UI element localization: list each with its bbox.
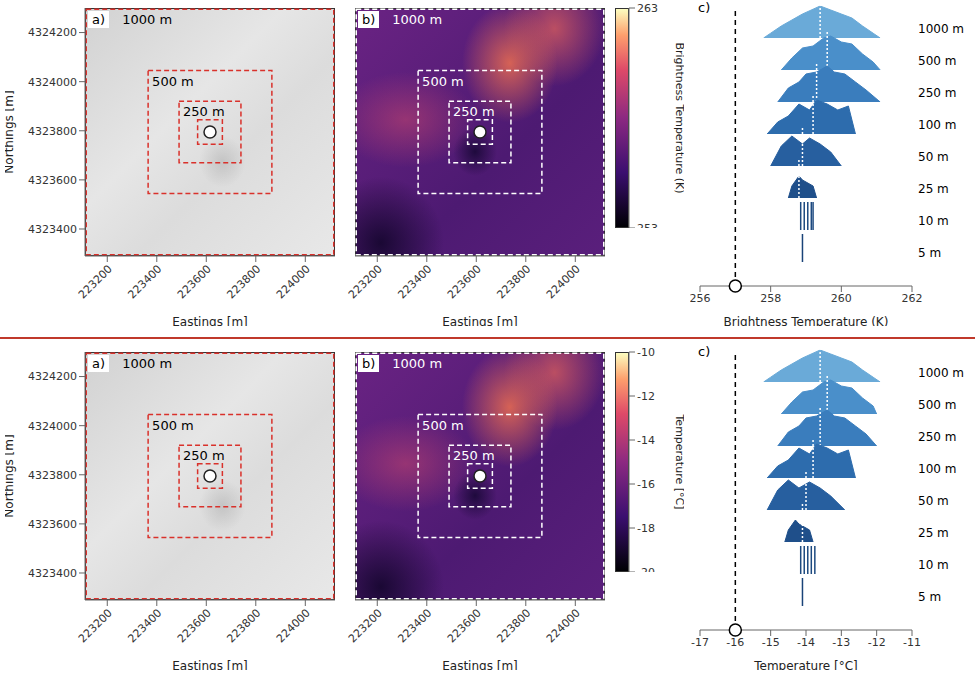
svg-text:-15: -15 [762,636,780,649]
svg-text:223200: 223200 [76,606,115,645]
svg-text:250 m: 250 m [453,448,495,463]
svg-text:Brightness Temperature (K): Brightness Temperature (K) [673,42,684,193]
svg-text:258: 258 [760,292,781,305]
svg-text:223800: 223800 [495,606,534,645]
html-text:250 m: 250 m [918,430,957,444]
svg-text:4323800: 4323800 [28,469,77,482]
html-text:10 m: 10 m [918,214,949,228]
svg-text:Eastings [m]: Eastings [m] [172,659,248,670]
svg-text:223200: 223200 [346,262,385,301]
html-text:100 m: 100 m [918,462,957,476]
svg-text:224000: 224000 [544,262,583,301]
svg-text:-14: -14 [637,434,655,447]
svg-text:-12: -12 [637,390,655,403]
svg-text:Temperature [°C]: Temperature [°C] [753,659,858,670]
svg-text:224000: 224000 [274,606,313,645]
svg-text:223400: 223400 [126,262,165,301]
svg-text:223200: 223200 [346,606,385,645]
svg-text:500 m: 500 m [422,74,464,89]
svg-text:Eastings [m]: Eastings [m] [442,315,518,326]
svg-text:500 m: 500 m [422,418,464,433]
svg-text:223600: 223600 [175,606,214,645]
svg-text:4324200: 4324200 [28,370,77,383]
svg-text:224000: 224000 [274,262,313,301]
svg-text:-10: -10 [637,346,655,359]
html-text:5 m: 5 m [918,246,942,260]
html-text:a): a) [92,12,105,27]
svg-text:Eastings [m]: Eastings [m] [172,315,248,326]
html-text:25 m: 25 m [918,182,949,196]
svg-text:224000: 224000 [544,606,583,645]
html-text:500 m: 500 m [918,54,957,68]
html-text:1000 m: 1000 m [918,366,964,380]
svg-text:4324200: 4324200 [28,26,77,39]
html-text:50 m: 50 m [918,494,949,508]
svg-text:4324000: 4324000 [28,76,77,89]
svg-text:Northings [m]: Northings [m] [5,434,16,517]
html-text:1000 m: 1000 m [918,22,964,36]
svg-text:Eastings [m]: Eastings [m] [442,659,518,670]
html-text:c): c) [698,344,711,359]
svg-text:-16: -16 [726,636,744,649]
svg-text:223600: 223600 [445,606,484,645]
svg-text:-20: -20 [637,566,655,572]
html-text:10 m: 10 m [918,558,949,572]
html-text:5 m: 5 m [918,590,942,604]
svg-text:260: 260 [831,292,852,305]
svg-text:4323400: 4323400 [28,223,77,236]
svg-text:-18: -18 [637,522,655,535]
svg-text:Brightness Temperature (K): Brightness Temperature (K) [724,315,889,326]
svg-text:Northings [m]: Northings [m] [5,90,16,173]
svg-text:223200: 223200 [76,262,115,301]
svg-text:4323800: 4323800 [28,125,77,138]
html-text:500 m: 500 m [918,398,957,412]
svg-text:263: 263 [637,2,658,15]
svg-text:-12: -12 [868,636,886,649]
svg-text:223400: 223400 [126,606,165,645]
svg-text:223400: 223400 [396,262,435,301]
html-text:a): a) [92,356,105,371]
html-text:b): b) [362,12,376,27]
svg-text:-17: -17 [691,636,709,649]
svg-text:223800: 223800 [225,606,264,645]
svg-text:-13: -13 [832,636,850,649]
svg-text:1000 m: 1000 m [392,12,442,27]
svg-text:4323400: 4323400 [28,567,77,580]
svg-text:250 m: 250 m [183,448,225,463]
svg-text:Temperature [°C]: Temperature [°C] [673,414,684,510]
svg-text:4323600: 4323600 [28,174,77,187]
svg-text:-11: -11 [903,636,921,649]
svg-text:1000 m: 1000 m [392,356,442,371]
svg-text:1000 m: 1000 m [122,12,172,27]
svg-text:223600: 223600 [445,262,484,301]
svg-text:250 m: 250 m [453,104,495,119]
html-text:100 m: 100 m [918,118,957,132]
svg-text:4324000: 4324000 [28,420,77,433]
svg-text:1000 m: 1000 m [122,356,172,371]
svg-text:256: 256 [690,292,711,305]
html-text:b): b) [362,356,376,371]
svg-text:500 m: 500 m [152,418,194,433]
svg-text:223800: 223800 [225,262,264,301]
svg-text:4323600: 4323600 [28,518,77,531]
svg-text:223600: 223600 [175,262,214,301]
svg-text:223400: 223400 [396,606,435,645]
svg-text:250 m: 250 m [183,104,225,119]
html-text:c): c) [698,0,711,15]
svg-text:253: 253 [637,222,658,228]
svg-text:223800: 223800 [495,262,534,301]
html-text:250 m: 250 m [918,86,957,100]
html-text:50 m: 50 m [918,150,949,164]
svg-text:-14: -14 [797,636,815,649]
svg-text:262: 262 [902,292,923,305]
html-text:25 m: 25 m [918,526,949,540]
svg-text:500 m: 500 m [152,74,194,89]
svg-text:-16: -16 [637,478,655,491]
